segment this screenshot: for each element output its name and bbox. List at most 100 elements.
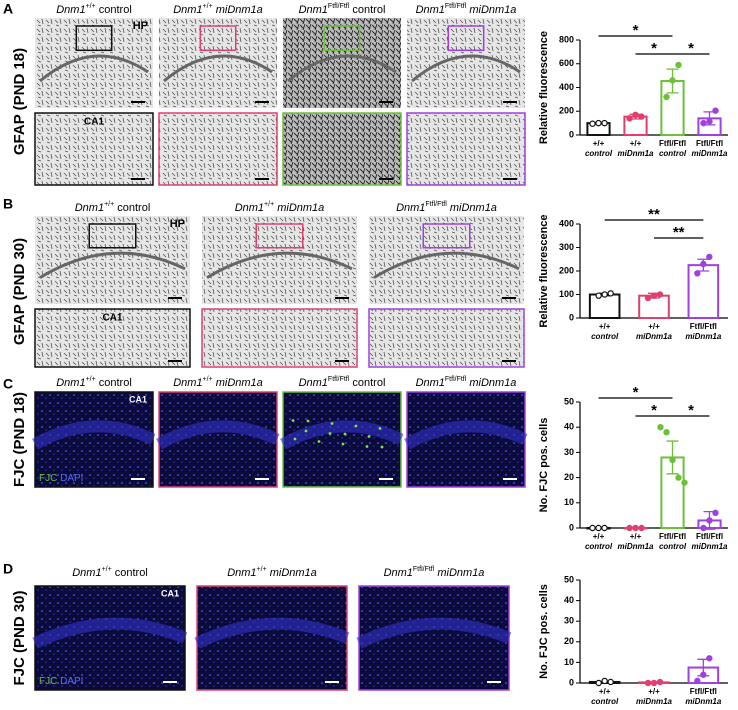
treatment-text: miDnm1a [216,377,263,389]
treatment: miDnm1a [434,567,484,579]
data-point [601,524,608,532]
treatment: control [114,202,150,214]
image-title: Dnm1Ftfl/Ftfl miDnm1a [384,566,485,579]
y-tick-label: 0 [569,677,574,687]
gene: Dnm1 [299,377,328,389]
micrograph [406,112,526,186]
y-tick-label: 400 [559,82,574,92]
gene: Dnm1 [235,202,264,214]
roi-box [447,25,485,52]
side-label: GFAP (PND 30) [11,238,28,345]
treatment-text: miDnm1a [216,4,263,16]
region-label: CA1 [102,313,122,324]
panel-letter: A [3,1,13,17]
micrograph [368,308,525,368]
data-point [650,679,658,687]
image-title: Dnm1+/+ control [72,566,148,579]
fjc-cell [367,435,371,438]
gene: Dnm1 [299,4,328,16]
significance-label: ** [648,206,660,223]
gene: Dnm1 [416,377,445,389]
data-point [656,291,664,298]
y-tick-label: 40 [564,595,574,605]
data-point [632,111,639,119]
genotype: +/+ [203,3,213,10]
data-point [595,524,602,532]
x-tick-label: +/+ [648,687,660,696]
y-axis-label: Relative fluorescence [538,214,550,327]
x-tick-label: miDnm1a [685,332,722,341]
gene: Dnm1 [173,377,202,389]
data-point [663,429,670,436]
panel-letter: B [3,196,13,212]
x-tick-label: control [591,332,619,341]
y-tick-label: 100 [559,289,574,299]
fjc-cell [328,432,332,435]
treatment: miDnm1a [213,377,263,389]
y-tick-label: 40 [564,422,574,432]
hippocampus [287,54,397,83]
x-tick-label: control [591,697,619,706]
panel-letter: C [3,376,13,392]
data-point [694,677,701,685]
x-tick-label: miDnm1a [617,149,654,158]
data-point [632,524,639,532]
stain-label: FJC DAPI [39,676,83,687]
x-tick-label: +/+ [630,532,642,541]
image-title: Dnm1Ftfl/Ftfl control [299,3,386,16]
genotype: +/+ [257,566,267,573]
treatment-text: control [352,377,385,389]
x-tick-label: control [585,542,613,551]
significance-label: * [633,384,639,401]
data-point [700,260,707,268]
data-point [644,294,652,302]
genotype: Ftfl/Ftfl [445,3,467,10]
treatment: miDnm1a [213,4,263,16]
x-tick-label: Ftfl/Ftfl [696,139,723,148]
gene: Dnm1 [416,4,445,16]
y-tick-label: 800 [559,34,574,44]
data-point [607,290,614,297]
genotype: Ftfl/Ftfl [328,376,350,383]
region-label: CA1 [129,394,147,404]
x-tick-label: +/+ [593,532,605,541]
stain: DAPI [60,473,83,484]
significance-label: * [688,402,694,419]
x-tick-label: +/+ [599,687,611,696]
treatment: control [112,567,148,579]
x-tick-label: miDnm1a [617,542,654,551]
data-point [706,253,713,261]
treatment: control [349,4,385,16]
image-title: Dnm1+/+ miDnm1a [227,566,317,579]
data-point [626,524,633,532]
data-point [607,678,614,686]
x-tick-label: Ftfl/Ftfl [659,139,686,148]
significance-label: * [633,22,639,39]
data-point [589,120,596,127]
roi-box [323,25,361,52]
treatment-text: miDnm1a [277,202,324,214]
fjc-cell [380,445,384,449]
treatment-text: control [99,4,132,16]
genotype: +/+ [86,3,96,10]
genotype: +/+ [86,376,96,383]
treatment-text: miDnm1a [270,567,317,579]
x-tick-label: miDnm1a [636,332,673,341]
side-label: FJC (PND 18) [11,392,28,487]
x-tick-label: miDnm1a [691,149,728,158]
stain: DAPI [60,676,83,687]
data-point [656,678,664,686]
significance-label: * [651,40,657,57]
x-tick-label: Ftfl/Ftfl [690,687,717,696]
y-axis-label: No. FJC pos. cells [538,584,550,679]
y-tick-label: 0 [569,312,574,322]
data-point [595,679,602,687]
data-point [644,679,652,687]
x-tick-label: +/+ [630,139,642,148]
data-point [675,474,682,481]
gene: Dnm1 [227,567,256,579]
image-title: Dnm1+/+ control [56,376,132,389]
x-tick-label: +/+ [593,139,605,148]
treatment: miDnm1a [447,202,497,214]
stain: FJC [39,473,60,484]
